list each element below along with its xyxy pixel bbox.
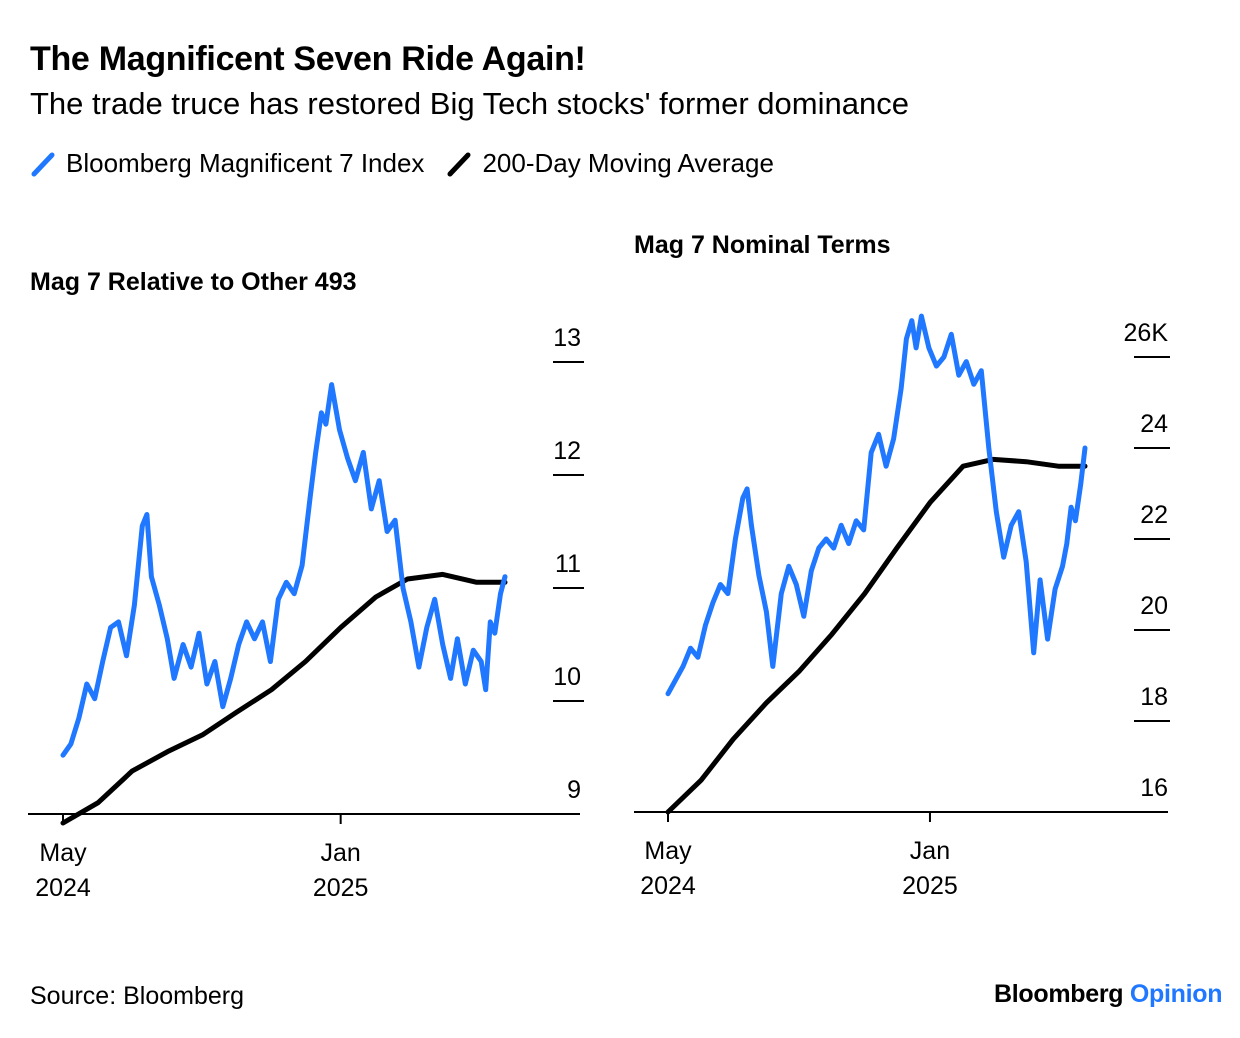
y-tick-label: 16 bbox=[1140, 774, 1168, 802]
legend-label-index: Bloomberg Magnificent 7 Index bbox=[66, 148, 425, 178]
panel-nominal: Mag 7 Nominal Terms 16 18 20 22 24 26K May 2024 J… bbox=[634, 231, 1170, 900]
brand-bloomberg: Bloomberg bbox=[994, 980, 1124, 1008]
x-tick-label: May bbox=[644, 837, 692, 865]
y-tick-label: 22 bbox=[1140, 501, 1168, 529]
legend-label-moving-average: 200-Day Moving Average bbox=[482, 148, 774, 178]
panel-title-0: Mag 7 Relative to Other 493 bbox=[30, 268, 357, 296]
brand-opinion: Opinion bbox=[1129, 980, 1223, 1008]
y-tick-label: 24 bbox=[1140, 410, 1168, 438]
series-index-line bbox=[665, 313, 1088, 697]
legend-item-index: Bloomberg Magnificent 7 Index bbox=[30, 148, 424, 179]
series-index-line bbox=[60, 382, 508, 758]
y-tick-label: 13 bbox=[553, 324, 581, 352]
chart-subtitle: The trade truce has restored Big Tech st… bbox=[30, 86, 909, 121]
x-tick-label-year: 2025 bbox=[313, 874, 369, 902]
brand-logo: Bloomberg Opinion bbox=[994, 980, 1223, 1009]
source-note: Source: Bloomberg bbox=[30, 982, 245, 1010]
y-tick-label: 10 bbox=[553, 663, 581, 691]
x-tick-label-year: 2024 bbox=[640, 872, 696, 900]
x-tick-label: Jan bbox=[910, 837, 950, 865]
legend-item-moving-average: 200-Day Moving Average bbox=[446, 148, 774, 179]
series-moving-average-line bbox=[665, 456, 1088, 815]
y-tick-label: 20 bbox=[1140, 592, 1168, 620]
panel-title-1: Mag 7 Nominal Terms bbox=[634, 231, 891, 259]
y-tick-label: 26K bbox=[1124, 319, 1169, 347]
legend-swatch-moving-average bbox=[447, 152, 471, 176]
legend: Bloomberg Magnificent 7 Index 200-Day Mo… bbox=[30, 148, 796, 179]
x-tick-label: May bbox=[39, 839, 87, 867]
legend-swatch-index bbox=[31, 152, 55, 176]
x-tick-label: Jan bbox=[321, 839, 361, 867]
x-tick-label-year: 2024 bbox=[35, 874, 91, 902]
y-tick-label: 12 bbox=[553, 437, 581, 465]
y-tick-label: 18 bbox=[1140, 683, 1168, 711]
chart-title: The Magnificent Seven Ride Again! bbox=[30, 40, 586, 78]
series-moving-average-line bbox=[60, 571, 508, 826]
x-tick-label-year: 2025 bbox=[902, 872, 958, 900]
y-tick-label: 11 bbox=[555, 550, 581, 578]
panel-relative: Mag 7 Relative to Other 493 9 10 11 12 13 May 2… bbox=[28, 268, 584, 902]
y-tick-label: 9 bbox=[567, 776, 581, 804]
